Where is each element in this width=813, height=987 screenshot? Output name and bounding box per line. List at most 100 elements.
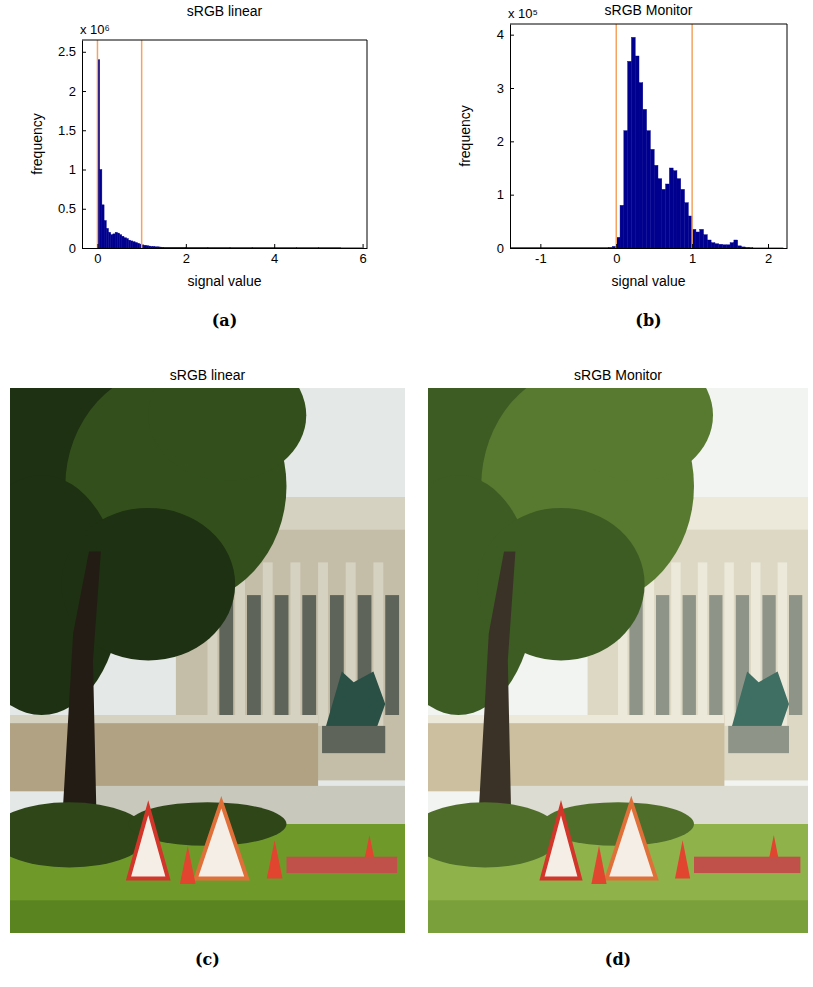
tick-mark [510, 141, 514, 142]
shrub [10, 802, 148, 867]
warning-sign [196, 802, 247, 878]
tree-trunk [61, 552, 101, 835]
histogram-bar [133, 242, 135, 248]
tick-label: 1 [689, 251, 696, 266]
archway [302, 595, 316, 715]
traffic-cone [591, 846, 606, 884]
histogram-bar [146, 246, 148, 248]
x-axis-title: signal value [612, 273, 686, 289]
tick-label: 2 [765, 251, 772, 266]
tick-label: 1 [497, 187, 504, 202]
archway [247, 595, 261, 715]
archway [385, 595, 399, 715]
histogram-bar [609, 247, 613, 248]
panel-label: (a) [212, 311, 238, 330]
y-axis: 00.511.522.5 [58, 41, 86, 256]
statue [732, 671, 789, 726]
tick-mark [274, 244, 275, 248]
histogram-bar [274, 247, 296, 248]
histogram-bar [662, 189, 666, 248]
tick-label: 2 [497, 134, 504, 149]
histogram-bar [666, 184, 670, 248]
histogram-bar [100, 170, 102, 248]
wall-top [428, 715, 724, 723]
histogram-bar [730, 243, 734, 248]
y-axis: 01234 [497, 25, 514, 256]
frame-right [367, 40, 368, 248]
histogram-bar [153, 246, 155, 248]
histogram-bar [726, 245, 730, 248]
histogram-bar [510, 247, 609, 248]
histogram-bar [340, 247, 362, 248]
tarp [694, 857, 800, 873]
histogram-bar [120, 235, 122, 248]
plot-background [510, 24, 787, 248]
archway [656, 595, 669, 715]
tick: -1 [535, 244, 547, 266]
tick: 4 [271, 244, 278, 266]
tick: 3 [497, 81, 514, 96]
histogram-bar [162, 247, 164, 248]
histogram-bar [745, 247, 749, 248]
tick-mark [186, 244, 187, 248]
axis-line [511, 248, 788, 249]
axis-line [82, 41, 83, 249]
tick: 2 [497, 134, 514, 149]
histogram-bar [131, 241, 133, 248]
histogram-bar [700, 229, 704, 248]
histogram-bar [685, 203, 689, 248]
panel-label: (d) [605, 950, 631, 969]
histogram-bar [124, 238, 126, 248]
histogram-bar [650, 149, 654, 248]
tree-canopy [148, 388, 306, 481]
tick-mark [616, 244, 617, 248]
histogram-bar [719, 244, 723, 248]
column [235, 562, 245, 726]
histogram-bar [677, 179, 681, 248]
tick-label: 4 [497, 27, 504, 42]
photo [428, 388, 808, 933]
histogram-bar [135, 243, 137, 248]
tick: 2 [765, 244, 772, 266]
tick-mark [510, 248, 514, 249]
y-offset-text: x 10⁶ [80, 22, 110, 37]
tick: 1 [497, 187, 514, 202]
histogram-bar [230, 247, 252, 248]
histogram-bar [296, 247, 318, 248]
tick: 2 [69, 84, 86, 99]
tree-canopy [561, 388, 713, 481]
histogram-bar [126, 239, 128, 248]
tick-label: 0 [94, 251, 101, 266]
y-axis-title: frequency [29, 113, 45, 174]
tick: 0 [69, 241, 86, 256]
histogram-bar [117, 233, 119, 248]
tick-label: 2.5 [58, 44, 76, 59]
tick: 0 [613, 244, 620, 266]
tick-label: 4 [271, 251, 278, 266]
tick-mark [97, 244, 98, 248]
histogram-bar [628, 61, 632, 248]
tick-label: 3 [497, 81, 504, 96]
histogram-bar [704, 235, 708, 248]
tick: 1.5 [58, 123, 86, 138]
image-title: sRGB linear [170, 367, 246, 383]
histogram-bar [102, 205, 104, 248]
tick: 0 [94, 244, 101, 266]
tick-mark [510, 195, 514, 196]
histogram-bar [647, 131, 651, 248]
column [263, 562, 273, 726]
tick-mark [82, 130, 86, 131]
tick-label: 2 [69, 84, 76, 99]
tick-mark [768, 244, 769, 248]
archway [789, 595, 802, 715]
histogram-bar [711, 243, 715, 248]
histogram-bar [635, 56, 639, 248]
warning-sign [542, 808, 580, 879]
tick: 1 [69, 162, 86, 177]
histogram-bar [150, 246, 152, 248]
tick: 6 [359, 244, 366, 266]
histogram-bar [157, 247, 159, 248]
histogram-bar [753, 247, 783, 248]
frame-top [82, 40, 367, 41]
histogram-bar [106, 228, 108, 248]
